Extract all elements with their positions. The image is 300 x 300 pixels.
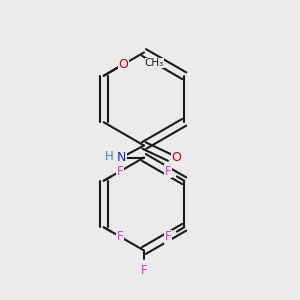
Text: F: F	[117, 230, 124, 243]
Text: N: N	[117, 151, 126, 164]
Text: O: O	[118, 58, 128, 71]
Text: O: O	[171, 151, 181, 164]
Text: F: F	[164, 165, 171, 178]
Text: F: F	[164, 230, 171, 243]
Text: H: H	[104, 149, 113, 163]
Text: F: F	[141, 263, 147, 277]
Text: CH₃: CH₃	[145, 58, 164, 68]
Text: F: F	[117, 165, 124, 178]
